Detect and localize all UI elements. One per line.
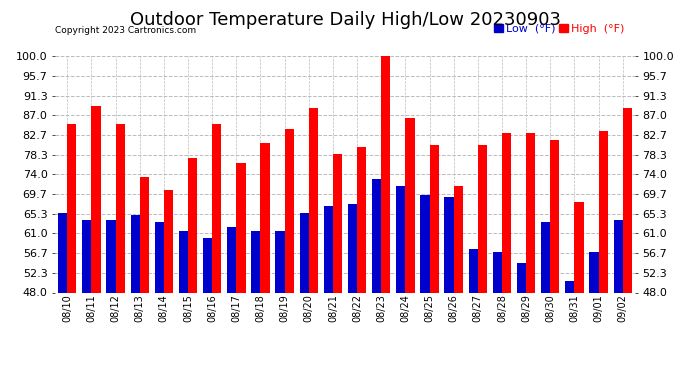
Bar <box>58 213 68 292</box>
Bar <box>116 124 125 292</box>
Bar <box>551 140 560 292</box>
Bar <box>574 202 584 292</box>
Bar <box>526 134 535 292</box>
Bar <box>251 231 260 292</box>
Bar <box>82 220 91 292</box>
Bar <box>454 186 463 292</box>
Bar <box>598 131 608 292</box>
Bar <box>203 238 213 292</box>
Text: Copyright 2023 Cartronics.com: Copyright 2023 Cartronics.com <box>55 26 197 34</box>
Bar <box>284 129 294 292</box>
Bar <box>299 213 309 292</box>
Bar <box>164 190 173 292</box>
Bar <box>179 231 188 292</box>
Bar <box>469 249 477 292</box>
Bar <box>589 252 598 292</box>
Bar <box>493 252 502 292</box>
Bar <box>372 179 381 292</box>
Bar <box>130 215 139 292</box>
Legend: Low  (°F), High  (°F): Low (°F), High (°F) <box>490 19 629 38</box>
Bar <box>477 145 487 292</box>
Bar <box>188 159 197 292</box>
Bar <box>139 177 149 292</box>
Bar <box>260 142 270 292</box>
Bar <box>213 124 221 292</box>
Bar <box>502 134 511 292</box>
Bar <box>106 220 115 292</box>
Bar <box>324 206 333 292</box>
Bar <box>357 147 366 292</box>
Bar <box>155 222 164 292</box>
Bar <box>236 163 246 292</box>
Bar <box>622 108 632 292</box>
Bar <box>348 204 357 292</box>
Bar <box>541 222 551 292</box>
Bar <box>565 281 574 292</box>
Bar <box>613 220 622 292</box>
Bar <box>429 145 439 292</box>
Bar <box>308 108 318 292</box>
Bar <box>406 118 415 292</box>
Bar <box>444 197 454 292</box>
Bar <box>396 186 406 292</box>
Bar <box>275 231 284 292</box>
Bar <box>227 226 236 292</box>
Bar <box>420 195 429 292</box>
Bar <box>68 124 77 292</box>
Bar <box>517 263 526 292</box>
Bar <box>381 56 391 292</box>
Bar <box>333 154 342 292</box>
Bar <box>91 106 101 292</box>
Text: Outdoor Temperature Daily High/Low 20230903: Outdoor Temperature Daily High/Low 20230… <box>130 11 560 29</box>
